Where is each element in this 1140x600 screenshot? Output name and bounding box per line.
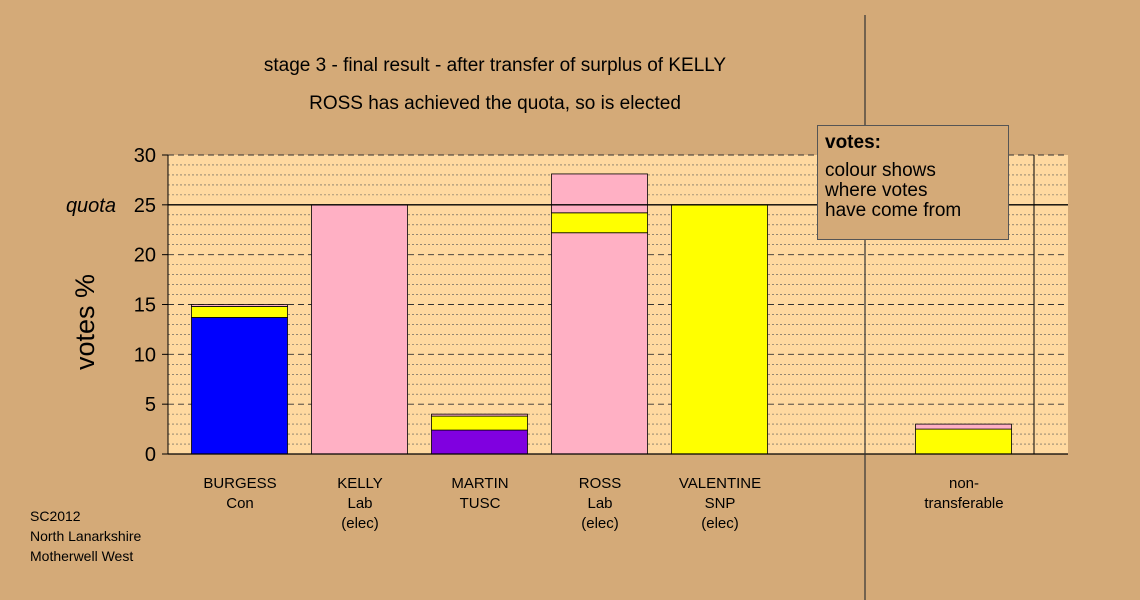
legend-line: where votes	[825, 180, 928, 201]
x-tick-label: MARTIN TUSC	[415, 474, 545, 514]
x-tick-label: non-transferable	[899, 474, 1029, 514]
x-tick-label-line: TUSC	[459, 495, 501, 512]
x-tick-label-line: VALENTINE	[678, 475, 762, 492]
footer-note: SC2012 North Lanarkshire Motherwell West	[30, 506, 141, 566]
x-tick-label-line: Lab	[347, 495, 373, 512]
legend-line: have come from	[825, 200, 962, 221]
bar-segment	[191, 317, 288, 455]
x-tick-label-line: Con	[226, 495, 254, 512]
footer-line: SC2012	[30, 508, 81, 524]
quota-label: quota	[66, 195, 116, 217]
chart-subtitle: ROSS has achieved the quota, so is elect…	[309, 93, 681, 114]
bar-segment	[191, 306, 288, 318]
x-tick-label-line: KELLY	[337, 475, 383, 492]
x-tick-label-line: (elec)	[341, 515, 379, 532]
bar-segment	[191, 304, 288, 307]
x-tick-label-line: MARTIN	[451, 475, 509, 492]
x-tick-label: KELLY Lab (elec)	[295, 474, 425, 534]
x-tick-label-line: BURGESS	[203, 475, 277, 492]
footer-line: Motherwell West	[30, 548, 134, 564]
x-tick-label-line: SNP	[704, 495, 736, 512]
bar-segment	[431, 415, 528, 431]
bar-segment	[311, 204, 408, 455]
y-tick-label: 25	[134, 195, 156, 217]
bar-segment	[551, 232, 648, 455]
x-tick-label: BURGESS Con	[175, 474, 305, 514]
bars	[191, 173, 1012, 455]
legend-line: colour shows	[825, 160, 936, 181]
x-tick-label: VALENTINE SNP (elec)	[655, 474, 785, 534]
legend-box: votes: colour shows where votes have com…	[817, 125, 1009, 240]
legend-title: votes:	[825, 132, 881, 153]
y-tick-label: 10	[134, 344, 156, 366]
footer-line: North Lanarkshire	[30, 528, 142, 544]
bar-segment	[915, 428, 1012, 455]
bar-segment	[551, 212, 648, 234]
y-tick-label: 20	[134, 245, 156, 267]
x-tick-label-line: non-	[948, 475, 980, 492]
bar-segment	[431, 429, 528, 455]
y-tick-label: 0	[145, 444, 156, 466]
bar-segment	[915, 423, 1012, 430]
x-tick-label-line: (elec)	[701, 515, 739, 532]
chart-title: stage 3 - final result - after transfer …	[263, 55, 727, 76]
x-tick-label: ROSS Lab (elec)	[535, 474, 665, 534]
y-tick-label: 15	[134, 295, 156, 317]
y-tick-label: 5	[145, 394, 156, 416]
bar-segment	[551, 173, 648, 214]
y-tick-label: 30	[134, 145, 156, 167]
bar-segment	[431, 413, 528, 417]
x-tick-label-line: Lab	[587, 495, 613, 512]
x-tick-label-line: (elec)	[581, 515, 619, 532]
bar-segment	[671, 204, 768, 455]
x-tick-label-line: transferable	[924, 495, 1004, 512]
y-axis-label: votes %	[70, 273, 100, 370]
x-tick-label-line: ROSS	[578, 475, 622, 492]
